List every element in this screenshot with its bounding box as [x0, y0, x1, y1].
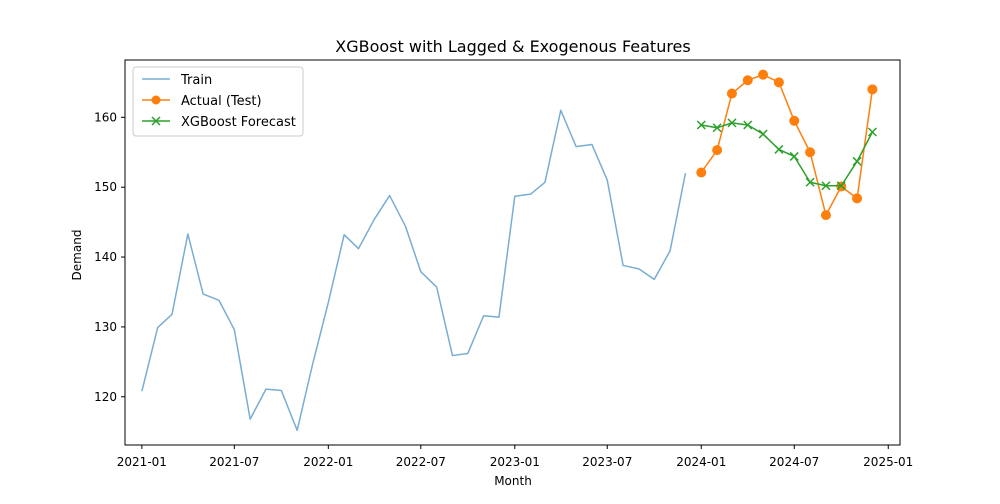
- series-3: [696, 118, 877, 191]
- y-tick-label: 140: [94, 250, 117, 264]
- x-tick-label: 2024-01: [676, 455, 726, 469]
- data-point: [726, 88, 737, 99]
- y-tick-label: 160: [94, 110, 117, 124]
- data-point: [712, 145, 723, 156]
- data-point: [867, 84, 878, 95]
- legend-label: Actual (Test): [181, 94, 262, 109]
- series-1: [141, 109, 687, 432]
- y-tick-label: 150: [94, 180, 117, 194]
- y-tick-label: 130: [94, 320, 117, 334]
- legend-entry: Train: [142, 73, 212, 88]
- legend-marker: [151, 95, 161, 105]
- data-point: [805, 177, 815, 187]
- series-line: [141, 109, 687, 432]
- axes-frame: [124, 59, 901, 446]
- data-point: [820, 210, 831, 221]
- plot-area: [141, 69, 878, 432]
- series-2: [696, 69, 878, 221]
- data-point: [836, 181, 846, 191]
- data-point: [758, 129, 768, 139]
- data-point: [789, 115, 800, 126]
- legend-label: XGBoost Forecast: [181, 115, 296, 130]
- x-tick-label: 2024-07: [769, 455, 819, 469]
- data-point: [805, 147, 816, 158]
- x-tick-label: 2023-01: [490, 455, 540, 469]
- data-point: [696, 120, 706, 130]
- x-tick-label: 2021-07: [209, 455, 259, 469]
- data-point: [852, 156, 862, 166]
- data-point: [867, 127, 877, 137]
- data-point: [696, 167, 707, 178]
- data-point: [852, 193, 863, 204]
- data-point: [758, 69, 769, 80]
- data-point: [727, 118, 737, 128]
- chart-title: XGBoost with Lagged & Exogenous Features: [335, 37, 690, 56]
- data-point: [743, 120, 753, 130]
- x-axis-label: Month: [494, 474, 532, 488]
- legend-label: Train: [180, 73, 212, 88]
- y-axis-label: Demand: [70, 230, 84, 281]
- data-point: [712, 123, 722, 133]
- x-tick-label: 2021-01: [117, 455, 167, 469]
- x-tick-label: 2022-07: [396, 455, 446, 469]
- x-tick-label: 2023-07: [582, 455, 632, 469]
- series-line: [701, 122, 874, 187]
- legend-marker: [151, 116, 161, 126]
- legend-entry: Actual (Test): [142, 94, 262, 109]
- legend-entry: XGBoost Forecast: [142, 115, 296, 130]
- data-point: [789, 151, 799, 161]
- data-point: [821, 181, 831, 191]
- x-tick-label: 2022-01: [303, 455, 353, 469]
- y-tick-label: 120: [94, 390, 117, 404]
- legend: Train Actual (Test) XGBoost Forecast: [132, 66, 304, 137]
- axes: 2021-01 2021-07 2022-01 2022-07 2023-01 2023-…: [94, 59, 913, 469]
- x-tick-label: 2025-01: [863, 455, 913, 469]
- data-point: [742, 75, 753, 86]
- legend-box: [132, 66, 304, 137]
- data-point: [774, 144, 784, 154]
- data-point: [773, 77, 784, 88]
